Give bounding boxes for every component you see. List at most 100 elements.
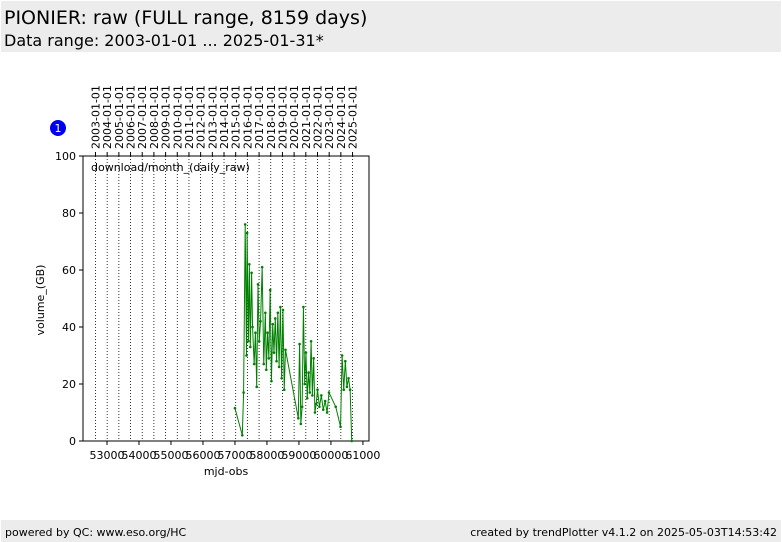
header: PIONIER: raw (FULL range, 8159 days) Dat…: [1, 1, 781, 52]
data-point: [248, 263, 251, 266]
data-point: [249, 345, 252, 349]
data-point: [260, 265, 264, 269]
top-tick-label: 2019-01-01: [276, 85, 289, 149]
footer: powered by QC: www.eso.org/HC created by…: [1, 520, 781, 542]
y-tick-label: 20: [62, 378, 76, 391]
top-tick-label: 2006-01-01: [125, 85, 138, 149]
top-tick-label: 2016-01-01: [241, 85, 254, 149]
top-tick-label: 2011-01-01: [183, 85, 196, 149]
title: PIONIER: raw (FULL range, 8159 days): [4, 7, 368, 29]
data-point: [304, 351, 308, 354]
data-point: [284, 348, 287, 352]
badge-circle: [50, 120, 66, 136]
data-point: [303, 382, 306, 386]
data-point: [314, 402, 318, 406]
y-tick-label: 80: [62, 207, 76, 220]
data-point: [318, 405, 321, 409]
data-point: [251, 325, 254, 329]
top-tick-label: 2022-01-01: [311, 85, 324, 149]
data-point: [276, 311, 280, 315]
data-point: [350, 439, 354, 443]
data-point: [307, 371, 310, 374]
data-point: [300, 405, 304, 409]
data-point: [264, 311, 267, 315]
data-point: [299, 422, 303, 426]
data-point: [305, 396, 309, 400]
x-tick-label: 61000: [345, 449, 380, 462]
data-point: [316, 388, 319, 392]
series-line: [234, 224, 353, 442]
data-point: [347, 377, 350, 380]
top-tick-label: 2015-01-01: [230, 85, 243, 149]
data-point: [334, 405, 338, 409]
top-tick-label: 2009-01-01: [160, 85, 173, 149]
plot-frame: [82, 155, 370, 442]
top-tick-label: 2008-01-01: [148, 85, 161, 149]
top-tick-label: 2025-01-01: [347, 85, 360, 149]
data-point: [233, 406, 237, 410]
data-point: [312, 357, 315, 360]
data-point: [280, 377, 283, 380]
data-point: [345, 385, 349, 389]
data-point: [250, 271, 253, 275]
top-tick-label: 2013-01-01: [206, 85, 219, 149]
x-tick-label: 57000: [217, 449, 252, 462]
data-point: [262, 362, 266, 366]
data-point: [298, 342, 301, 346]
top-tick-label: 2005-01-01: [113, 85, 126, 149]
x-tick-label: 54000: [121, 449, 156, 462]
x-tick-label: 56000: [185, 449, 220, 462]
x-tick-label: 59000: [281, 449, 316, 462]
data-point: [277, 365, 281, 369]
chart: 1 download/month_(daily_raw) mjd-obs vol…: [34, 85, 380, 478]
top-tick-label: 2004-01-01: [101, 85, 114, 149]
top-tick-label: 2018-01-01: [265, 85, 278, 149]
data-point: [257, 339, 261, 343]
data-point: [327, 391, 331, 394]
data-point: [245, 231, 249, 235]
data-point: [268, 288, 272, 292]
data-point: [325, 411, 329, 414]
top-tick-label: 2017-01-01: [253, 85, 266, 149]
data-point: [279, 305, 282, 309]
x-tick-label: 60000: [313, 449, 348, 462]
data-point: [275, 359, 278, 363]
x-tick-label: 58000: [249, 449, 284, 462]
data-point: [348, 388, 352, 392]
top-tick-label: 2014-01-01: [218, 85, 231, 149]
y-tick-label: 0: [69, 435, 76, 448]
data-point: [247, 339, 250, 343]
data-point: [281, 308, 285, 312]
top-tick-label: 2020-01-01: [288, 85, 301, 149]
data-point: [309, 339, 313, 343]
top-tick-label: 2023-01-01: [323, 85, 336, 149]
data-point: [254, 331, 257, 335]
top-tick-label: 2003-01-01: [89, 85, 102, 149]
badge: 1: [55, 122, 62, 135]
data-point: [320, 394, 323, 397]
data-point: [265, 368, 268, 372]
data-point: [241, 434, 244, 437]
top-tick-label: 2012-01-01: [195, 85, 208, 149]
data-point: [308, 391, 312, 394]
data-point: [282, 388, 286, 392]
top-tick-label: 2007-01-01: [136, 85, 149, 149]
data-point: [259, 320, 262, 323]
data-point: [311, 394, 314, 397]
data-point: [273, 317, 277, 320]
top-tick-label: 2010-01-01: [171, 85, 184, 149]
data-point: [271, 322, 275, 326]
data-point: [243, 223, 247, 226]
y-tick-label: 60: [62, 264, 76, 277]
data-point: [339, 425, 342, 429]
top-tick-label: 2024-01-01: [335, 85, 348, 149]
subtitle: Data range: 2003-01-01 ... 2025-01-31*: [4, 31, 324, 50]
data-point: [267, 357, 271, 360]
y-tick-label: 40: [62, 321, 76, 334]
data-point: [321, 408, 325, 411]
x-axis-label: mjd-obs: [204, 465, 249, 478]
x-tick-label: 53000: [89, 449, 124, 462]
data-point: [255, 385, 259, 389]
y-axis-label: volume_(GB): [34, 265, 47, 336]
